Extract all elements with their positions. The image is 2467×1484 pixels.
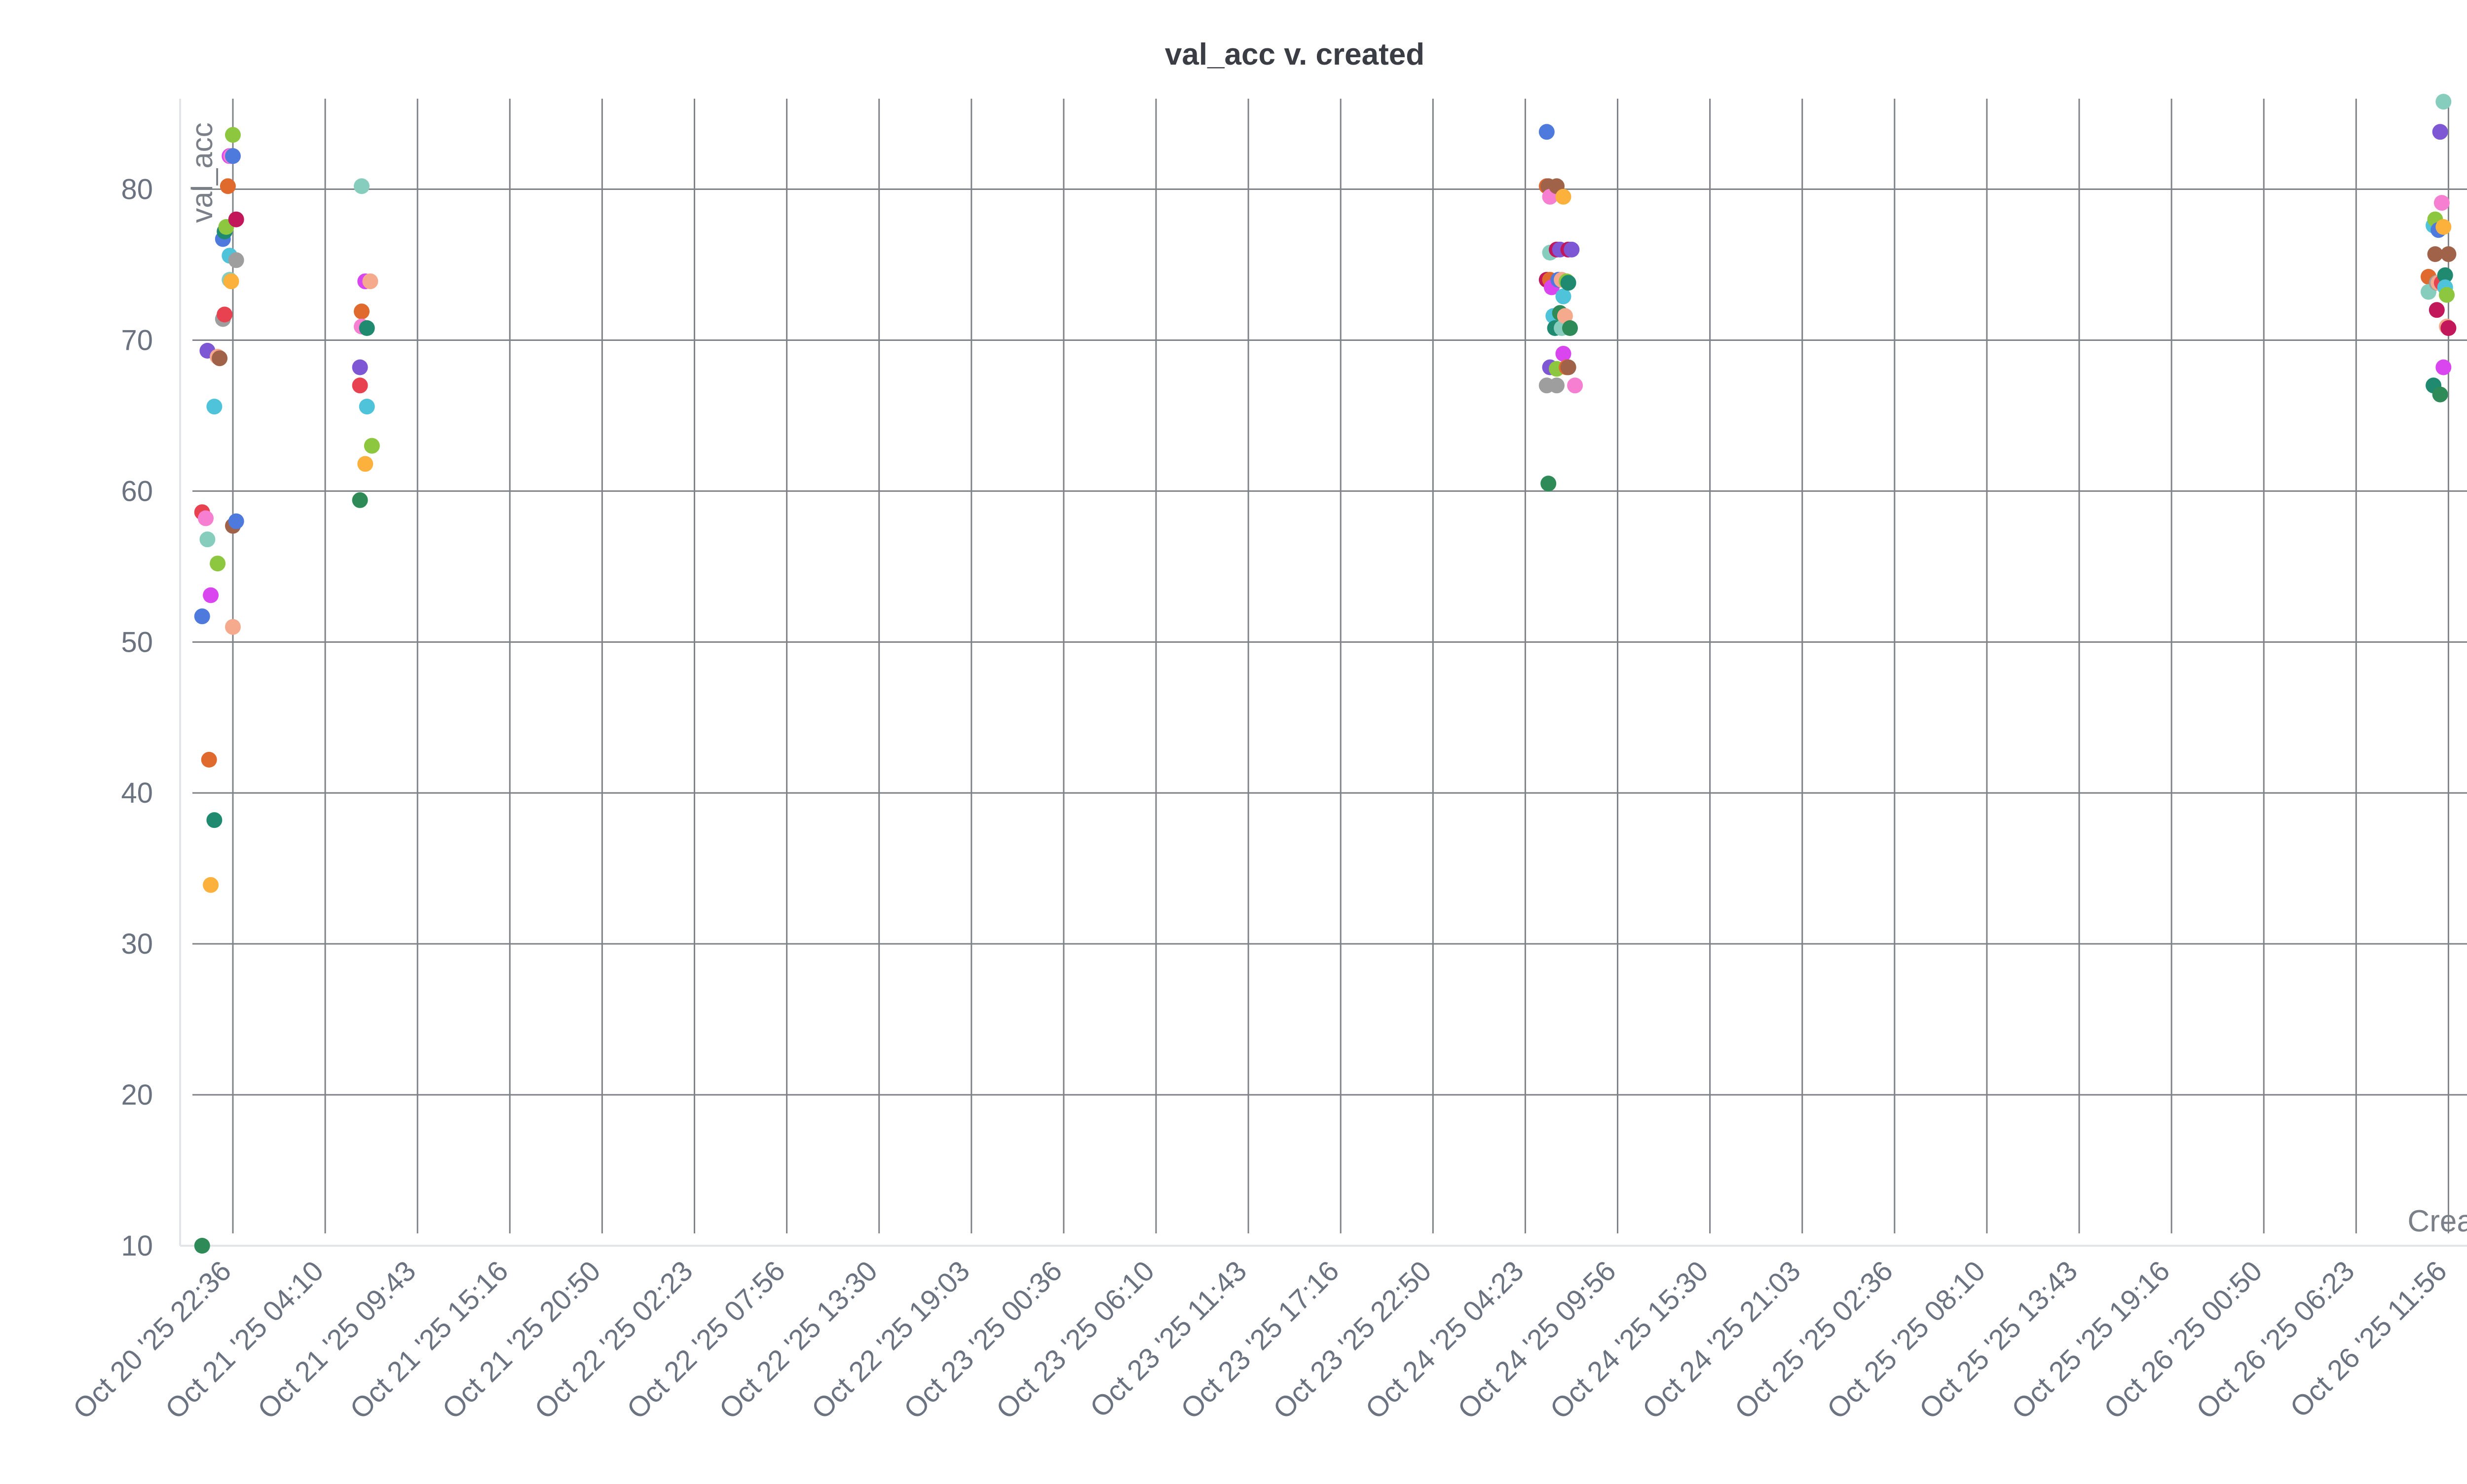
x-tick-label: Oct 24 '25 04:23 [1359,1255,1530,1425]
x-tick-label: Oct 23 '25 17:16 [1175,1255,1346,1425]
x-tick-label: Oct 24 '25 21:03 [1636,1255,1807,1425]
y-tick-label: 50 [121,626,153,658]
data-point [2429,302,2445,318]
data-point [1557,308,1573,324]
data-point [2435,219,2452,235]
x-tick-label: Oct 21 '25 04:10 [159,1255,330,1425]
y-tick-label: 60 [121,475,153,507]
data-point [198,510,214,526]
data-point [2427,246,2443,262]
data-point [212,350,228,367]
data-point [199,531,216,548]
x-tick-label: Oct 25 '25 08:10 [1821,1255,1991,1425]
data-point [225,127,241,143]
data-point [354,178,370,194]
grid [179,99,2467,1247]
x-tick-label: Oct 25 '25 13:43 [1913,1255,2084,1425]
y-tick-label: 10 [121,1230,153,1262]
data-point [1560,359,1576,375]
y-tick-label: 80 [121,174,153,206]
data-point [203,877,219,893]
data-point [2432,386,2448,403]
x-tick-label: Oct 21 '25 15:16 [344,1255,515,1425]
data-point [2432,124,2448,140]
x-tick-label: Oct 22 '25 19:03 [805,1255,976,1425]
data-point [223,273,239,290]
x-axis-label: Created [2407,1204,2467,1238]
data-point [1555,188,1571,205]
x-tick-label: Oct 22 '25 02:23 [528,1255,699,1425]
data-point [2435,359,2452,375]
y-tick-label: 20 [121,1079,153,1111]
data-point [228,211,244,227]
data-point [2439,287,2455,303]
x-tick-label: Oct 24 '25 15:30 [1544,1255,1715,1425]
data-point [354,303,370,320]
y-tick-label: 40 [121,777,153,809]
data-point [352,492,368,508]
data-point [1538,124,1555,140]
data-point [220,178,236,194]
x-tick-label: Oct 22 '25 07:56 [621,1255,791,1425]
data-point [194,608,210,625]
data-point [2433,195,2450,211]
data-point [364,438,380,454]
y-tick-label: 30 [121,928,153,960]
x-tick-label: Oct 26 '25 11:56 [2284,1255,2453,1424]
data-point [1555,346,1571,362]
data-point [357,456,374,472]
x-tick-label: Oct 24 '25 09:56 [1452,1255,1622,1425]
data-points [194,94,2457,1254]
data-point [210,556,226,572]
y-axis-label: val_acc [186,122,219,223]
data-point [228,252,244,268]
data-point [2440,320,2457,336]
x-tick-label: Oct 21 '25 20:50 [436,1255,607,1425]
data-point [206,812,223,828]
x-tick-label: Oct 20 '25 22:36 [67,1255,238,1425]
x-tick-label: Oct 26 '25 00:50 [2098,1255,2269,1425]
data-point [359,399,375,415]
data-point [352,377,368,394]
y-tick-label: 70 [121,324,153,356]
data-point [1549,377,1565,394]
data-point [203,587,219,603]
data-point [225,619,241,635]
x-tick-label: Oct 21 '25 09:43 [252,1255,422,1425]
data-point [1540,476,1557,492]
data-point [201,751,217,768]
data-point [217,306,233,323]
data-point [2437,267,2453,283]
data-point [359,320,375,336]
data-point [225,148,241,164]
x-tick-label: Oct 22 '25 13:30 [713,1255,884,1425]
x-tick-label: Oct 26 '25 06:23 [2190,1255,2361,1425]
y-axis: 10 20 30 40 50 60 70 80 [121,174,153,1262]
data-point [362,273,378,290]
data-point [1564,241,1580,258]
data-point [2435,94,2452,110]
data-point [1555,288,1571,304]
x-tick-label: Oct 23 '25 22:50 [1267,1255,1438,1425]
x-tick-label: Oct 25 '25 02:36 [1728,1255,1899,1425]
x-tick-label: Oct 23 '25 06:10 [990,1255,1161,1425]
data-point [1562,320,1578,336]
data-point [206,399,223,415]
x-tick-label: Oct 23 '25 00:36 [897,1255,1068,1425]
x-tick-label: Oct 23 '25 11:43 [1084,1255,1253,1424]
data-point [1567,377,1583,394]
data-point [228,513,244,529]
data-point [194,1238,210,1254]
data-point [352,359,368,375]
chart-title: val_acc v. created [1165,37,1424,72]
x-tick-label: Oct 25 '25 19:16 [2006,1255,2176,1425]
data-point [2440,246,2457,262]
data-point [1560,275,1576,291]
